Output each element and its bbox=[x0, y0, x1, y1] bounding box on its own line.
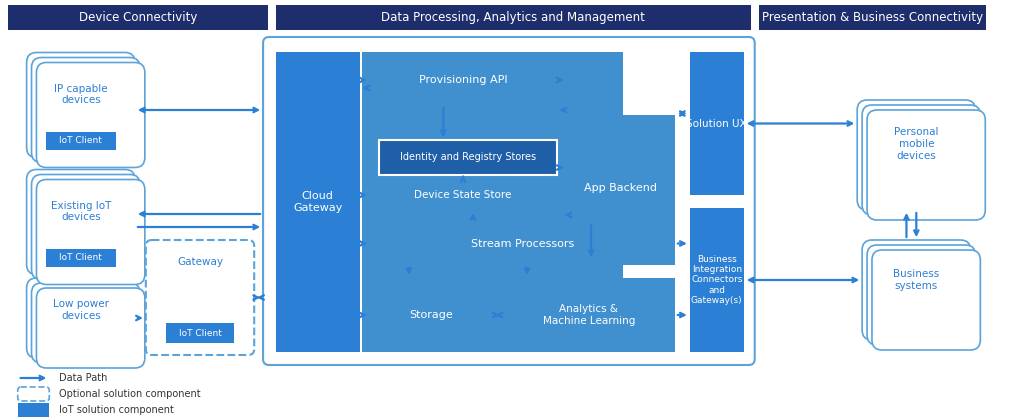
Text: Device State Store: Device State Store bbox=[415, 190, 512, 200]
Text: Personal
mobile
devices: Personal mobile devices bbox=[894, 128, 938, 161]
Bar bbox=[690, 208, 744, 352]
Text: Optional solution component: Optional solution component bbox=[60, 389, 201, 399]
Bar bbox=[759, 5, 986, 30]
Bar bbox=[45, 249, 116, 266]
FancyBboxPatch shape bbox=[31, 58, 140, 163]
FancyBboxPatch shape bbox=[862, 240, 971, 340]
Text: IoT Client: IoT Client bbox=[60, 253, 102, 262]
Text: Low power
devices: Low power devices bbox=[52, 299, 109, 321]
Bar bbox=[8, 5, 268, 30]
FancyBboxPatch shape bbox=[26, 278, 135, 358]
Text: Identity and Registry Stores: Identity and Registry Stores bbox=[400, 153, 536, 163]
FancyBboxPatch shape bbox=[867, 110, 985, 220]
Bar bbox=[369, 55, 557, 105]
Bar bbox=[165, 323, 234, 343]
Bar bbox=[45, 131, 116, 150]
FancyBboxPatch shape bbox=[18, 387, 49, 401]
Bar bbox=[690, 52, 744, 195]
Text: Gateway: Gateway bbox=[177, 257, 223, 267]
FancyBboxPatch shape bbox=[858, 100, 976, 210]
FancyBboxPatch shape bbox=[867, 245, 976, 345]
Text: Business
systems: Business systems bbox=[893, 269, 939, 291]
Text: Analytics &
Machine Learning: Analytics & Machine Learning bbox=[543, 304, 635, 326]
Text: Existing IoT
devices: Existing IoT devices bbox=[50, 201, 111, 222]
Text: IoT solution component: IoT solution component bbox=[60, 405, 174, 415]
FancyBboxPatch shape bbox=[31, 174, 140, 279]
Bar bbox=[369, 180, 557, 210]
Text: Business
Integration
Connectors
and
Gateway(s): Business Integration Connectors and Gate… bbox=[691, 255, 743, 305]
FancyBboxPatch shape bbox=[31, 283, 140, 363]
FancyBboxPatch shape bbox=[36, 63, 145, 168]
FancyBboxPatch shape bbox=[146, 240, 254, 355]
Text: IoT Client: IoT Client bbox=[179, 329, 221, 337]
Text: Cloud
Gateway: Cloud Gateway bbox=[293, 191, 342, 213]
Text: Data Path: Data Path bbox=[60, 373, 108, 383]
Bar bbox=[369, 222, 675, 265]
Bar bbox=[379, 140, 557, 175]
FancyBboxPatch shape bbox=[36, 288, 145, 368]
FancyBboxPatch shape bbox=[263, 37, 755, 365]
Text: IP capable
devices: IP capable devices bbox=[53, 84, 108, 106]
Text: App Backend: App Backend bbox=[584, 183, 657, 193]
FancyBboxPatch shape bbox=[26, 169, 135, 274]
Text: Storage: Storage bbox=[410, 310, 453, 320]
Bar bbox=[361, 52, 624, 352]
Bar bbox=[275, 52, 359, 352]
FancyBboxPatch shape bbox=[26, 53, 135, 158]
Text: Presentation & Business Connectivity: Presentation & Business Connectivity bbox=[762, 11, 983, 24]
FancyBboxPatch shape bbox=[36, 179, 145, 284]
Bar bbox=[502, 278, 675, 352]
FancyBboxPatch shape bbox=[872, 250, 981, 350]
Text: Stream Processors: Stream Processors bbox=[470, 239, 574, 249]
Text: Provisioning API: Provisioning API bbox=[419, 75, 508, 85]
Text: Device Connectivity: Device Connectivity bbox=[79, 11, 197, 24]
Bar bbox=[566, 115, 675, 260]
FancyBboxPatch shape bbox=[862, 105, 981, 215]
Text: Data Processing, Analytics and Management: Data Processing, Analytics and Managemen… bbox=[381, 11, 646, 24]
Bar bbox=[18, 403, 49, 417]
Bar bbox=[275, 5, 751, 30]
Bar bbox=[369, 278, 492, 352]
Text: Solution UX: Solution UX bbox=[686, 118, 747, 128]
Text: IoT Client: IoT Client bbox=[60, 136, 102, 145]
